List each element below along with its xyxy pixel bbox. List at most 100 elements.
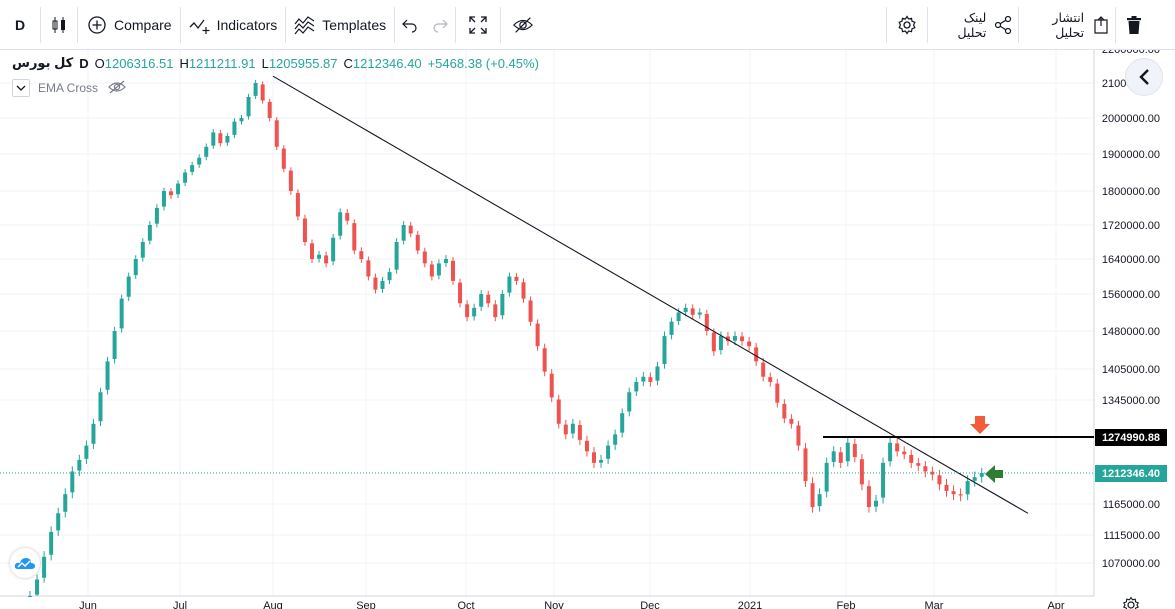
candle-body	[669, 321, 674, 335]
candle-body	[232, 121, 237, 135]
trash-icon	[1124, 14, 1144, 36]
toolbar-divider	[500, 6, 502, 43]
candle-body	[789, 418, 794, 424]
candle-body	[126, 276, 131, 297]
candle-body	[260, 84, 265, 101]
toolbar-divider	[455, 6, 457, 43]
candle-body	[852, 443, 857, 458]
redo-button[interactable]	[425, 6, 455, 44]
delete-button[interactable]	[1116, 6, 1152, 44]
chart-settings-corner[interactable]	[1122, 596, 1140, 609]
candle-body	[528, 300, 533, 322]
chevron-down-icon	[16, 85, 26, 91]
indicator-hidden-toggle[interactable]	[108, 80, 126, 97]
publish-analysis-button[interactable]: انتشار تحلیل	[1019, 6, 1115, 44]
price-tick-label: 1405000.00	[1102, 364, 1160, 376]
compare-button[interactable]: Compare	[78, 6, 180, 44]
fullscreen-button[interactable]	[456, 6, 500, 44]
indicators-button[interactable]: Indicators	[181, 6, 286, 44]
current-price-tag	[1095, 465, 1167, 482]
candle-body	[930, 471, 935, 475]
candle-body	[387, 272, 392, 281]
toolbar-divider	[77, 6, 78, 43]
candle-body	[154, 208, 159, 224]
gear-icon	[896, 14, 918, 36]
symbol-name: کل بورس	[12, 55, 74, 70]
compare-label: Compare	[114, 16, 172, 33]
candle-body	[140, 242, 145, 258]
candle-body	[944, 484, 949, 491]
candle-body	[740, 336, 745, 342]
time-axis[interactable]: Jun Jul Aug Sep Oct Nov Dec 2021 Feb Mar Apr	[79, 600, 1065, 609]
time-tick-label: Sep	[356, 600, 376, 609]
candle-body	[133, 259, 138, 276]
candle-body	[35, 579, 40, 595]
change-value: +5468.38 (+0.45%)	[427, 55, 539, 71]
candle-body	[711, 332, 716, 352]
time-tick-label: Feb	[837, 600, 856, 609]
candle-body	[902, 451, 907, 455]
publish-icon	[1090, 14, 1111, 36]
candle-body	[810, 483, 815, 508]
level-price-tag	[1095, 429, 1167, 446]
candle-body	[331, 237, 336, 262]
candle-body	[965, 481, 970, 495]
candle-body	[507, 276, 512, 293]
plus-circle-icon	[86, 14, 108, 36]
candle-body	[77, 459, 82, 471]
price-tick-label: 1070000.00	[1102, 558, 1160, 570]
candle-body	[761, 362, 766, 377]
candle-body	[338, 212, 343, 236]
link-analysis-button[interactable]: لینک تحلیل	[928, 6, 1018, 44]
symbol-legend: کل بورس D O 1206316.51 H 1211211.91 L 12059…	[12, 55, 545, 71]
chart-grid	[0, 50, 1094, 596]
candle-body	[845, 442, 850, 462]
candle-body	[190, 165, 195, 172]
candle-body	[951, 491, 956, 495]
tradingview-logo[interactable]	[10, 548, 40, 578]
candle-body	[888, 442, 893, 462]
level-price-text: 1274990.88	[1102, 432, 1160, 444]
legend-collapse-toggle[interactable]	[12, 79, 30, 97]
templates-button[interactable]: Templates	[286, 6, 394, 44]
chart-type-button[interactable]	[41, 6, 77, 44]
candlestick-series	[28, 79, 984, 597]
candle-body	[366, 260, 371, 277]
candle-body	[500, 294, 505, 316]
price-chart[interactable]: 2200000.002100000.002000000.001900000.00…	[0, 50, 1175, 609]
indicators-icon	[189, 14, 211, 36]
candle-body	[606, 445, 611, 459]
toolbar-divider	[886, 6, 888, 43]
gear-icon	[1123, 596, 1139, 609]
candle-body	[429, 264, 434, 277]
candle-body	[768, 377, 773, 382]
price-axis[interactable]: 2200000.002100000.002000000.001900000.00…	[1102, 50, 1160, 570]
interval-button[interactable]: D	[0, 6, 40, 44]
candle-body	[634, 381, 639, 392]
candle-body	[56, 513, 61, 531]
candle-body	[542, 348, 547, 372]
candle-body	[70, 471, 75, 493]
candle-body	[458, 282, 463, 304]
close-key: C	[343, 55, 353, 71]
candle-body	[119, 298, 124, 329]
undo-button[interactable]	[395, 6, 425, 44]
candle-body	[295, 193, 300, 217]
time-tick-label: Mar	[925, 600, 944, 609]
candle-body	[84, 445, 89, 459]
close-value: 1212346.40	[352, 55, 422, 71]
current-price-text: 1212346.40	[1102, 468, 1160, 480]
candle-body	[197, 157, 202, 165]
fullscreen-icon	[467, 14, 489, 36]
settings-button[interactable]	[887, 6, 927, 44]
candle-body	[747, 341, 752, 347]
hide-drawings-button[interactable]	[501, 6, 545, 44]
candle-body	[662, 336, 667, 365]
candle-body	[824, 462, 829, 492]
candle-body	[324, 255, 329, 264]
candle-body	[310, 243, 314, 259]
undo-icon	[399, 14, 421, 36]
collapse-panel-button[interactable]	[1125, 58, 1163, 96]
candles-icon	[49, 14, 69, 36]
candle-body	[923, 466, 928, 472]
